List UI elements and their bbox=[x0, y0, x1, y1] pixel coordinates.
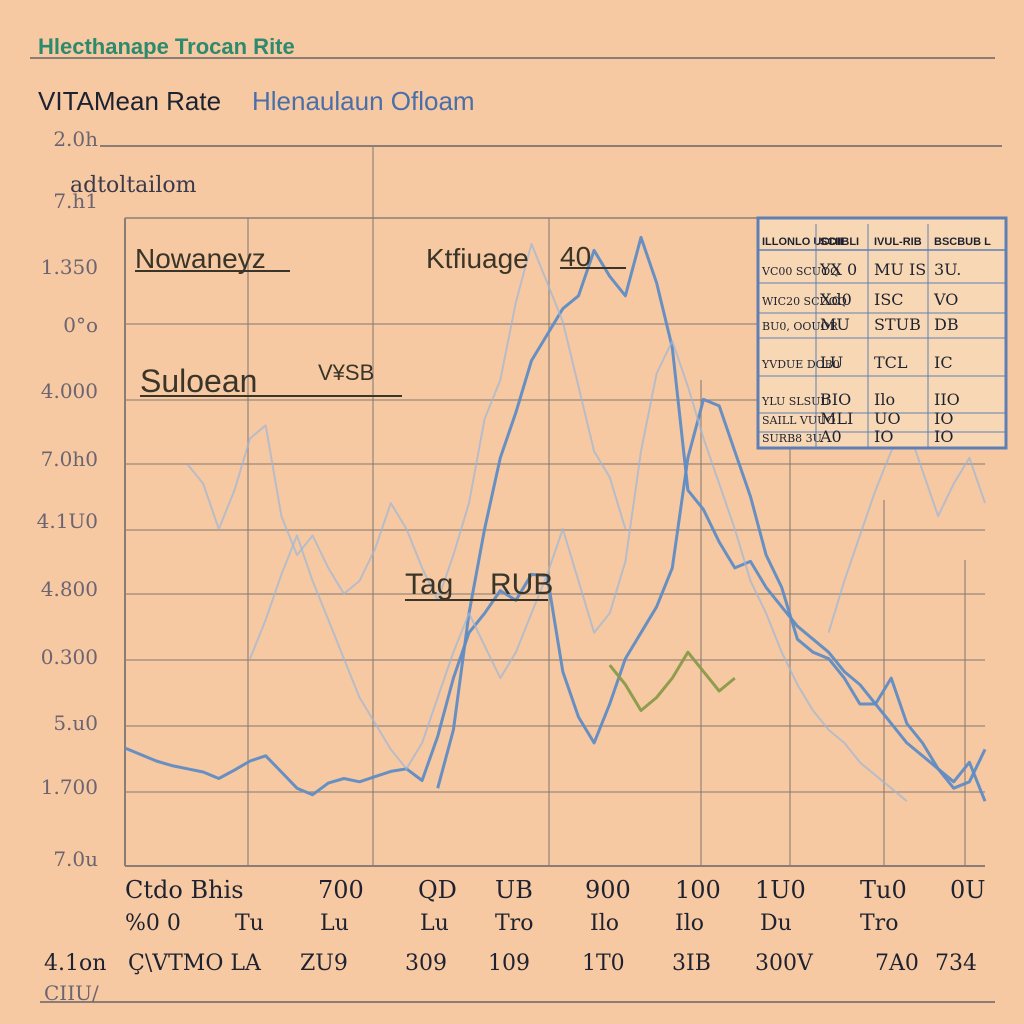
x-tick-label-row3: 3IB bbox=[672, 951, 711, 976]
y-tick-label: 7.h1 bbox=[53, 189, 98, 213]
series-line-2 bbox=[608, 650, 736, 712]
y-tick-label: 1.350 bbox=[41, 255, 98, 279]
legend-header: SCIIBLI bbox=[820, 236, 859, 248]
legend-cell: VO bbox=[933, 290, 958, 309]
x-tick-label-row1: QD bbox=[418, 876, 457, 904]
main-title: VITAMean Rate bbox=[38, 86, 221, 116]
legend-cell: WIC20 SCUOQ bbox=[762, 295, 847, 308]
y-tick-labels: 2.0h 7.h1 1.350 0°o 4.000 7.0h0 4.1U0 4.800 0.30… bbox=[37, 127, 99, 871]
legend-cell: IIO bbox=[934, 390, 960, 409]
x-tick-label-row2: Ilo bbox=[590, 911, 619, 936]
legend-cell: IC bbox=[934, 353, 953, 372]
x-tick-label-row2: Tu bbox=[235, 911, 264, 936]
legend-cell: Ilo bbox=[874, 390, 895, 409]
series-line-4 bbox=[249, 340, 908, 802]
annotation-top-left: adtoltailom bbox=[70, 173, 197, 198]
x-tick-labels: Ctdo Bhis 700 QD UB 900 100 1U0 Tu0 0U %0 0 Tu Lu Lu… bbox=[44, 876, 986, 976]
x-tick-label-row1: 700 bbox=[318, 876, 364, 904]
annotation-upper-right-label: Ktfiuage bbox=[426, 243, 529, 274]
legend-header: BSCBUB L bbox=[934, 236, 991, 248]
x-tick-label-row2: Lu bbox=[320, 911, 349, 936]
legend-header: IVUL-RIB bbox=[874, 236, 922, 248]
series-lines bbox=[124, 235, 987, 802]
annotation-center-label-a: Tag bbox=[405, 568, 453, 601]
x-tick-label-row3: 4.1on bbox=[44, 951, 106, 976]
x-tick-label-row3: ZU9 bbox=[300, 951, 348, 976]
x-tick-label-row1: 900 bbox=[585, 876, 631, 904]
legend-cell: YVDUE DOB0 bbox=[761, 358, 840, 371]
y-tick-label: 4.1U0 bbox=[37, 509, 98, 533]
legend-cell: MU IS bbox=[874, 260, 926, 279]
legend-cell: BU0, OOUOR bbox=[762, 320, 839, 333]
series-line-5 bbox=[827, 424, 986, 633]
top-title: Hlecthanape Trocan Rite bbox=[38, 34, 295, 59]
legend-cell: Xd0 bbox=[820, 290, 852, 309]
x-tick-label-row1: 0U bbox=[950, 876, 986, 904]
x-tick-label-row3: 734 bbox=[935, 951, 977, 976]
x-tick-label-row1: 1U0 bbox=[755, 876, 806, 904]
y-tick-label: 0°o bbox=[63, 313, 98, 337]
legend-cell: ISC bbox=[874, 290, 904, 309]
x-tick-label-row3: 7A0 bbox=[875, 951, 919, 976]
x-tick-label-row3: 309 bbox=[405, 951, 447, 976]
annotation-mid-label: Suloean bbox=[140, 363, 257, 399]
x-tick-label-row1: Tu0 bbox=[860, 876, 907, 904]
legend-cell: SURB8 3U bbox=[762, 432, 822, 445]
series-line-3 bbox=[186, 242, 627, 602]
x-tick-label-row2: Tro bbox=[495, 911, 533, 936]
legend-cell: YLU SLSUU bbox=[761, 395, 830, 408]
y-tick-label: 7.0h0 bbox=[41, 447, 98, 471]
annotation-mid-suffix: V¥SB bbox=[318, 360, 374, 385]
y-tick-label: 4.000 bbox=[41, 379, 98, 403]
x-tick-label-row1: UB bbox=[495, 876, 533, 904]
annotation-center-label-b: RUB bbox=[490, 568, 553, 601]
y-tick-label: 0.300 bbox=[41, 645, 98, 669]
x-tick-label-row3: 1T0 bbox=[582, 951, 625, 976]
y-tick-label: 7.0u bbox=[53, 847, 98, 871]
main-subtitle: Hlenaulaun Ofloam bbox=[252, 86, 475, 116]
series-line-1 bbox=[436, 235, 987, 802]
legend-cell: MU bbox=[820, 315, 850, 334]
x-tick-label-row1: Ctdo Bhis bbox=[125, 876, 244, 904]
annotation-upper-label: Nowaneyz bbox=[135, 243, 266, 274]
x-tick-label-row2: Ilo bbox=[675, 911, 704, 936]
legend-cell: DB bbox=[934, 315, 959, 334]
legend-cell: STUB bbox=[874, 315, 921, 334]
x-tick-label-row2: %0 0 bbox=[125, 911, 181, 936]
legend-cell: LU bbox=[820, 353, 843, 372]
annotation-upper-right-value: 40 bbox=[560, 241, 591, 272]
y-tick-label: 4.800 bbox=[41, 577, 98, 601]
y-tick-label: 2.0h bbox=[53, 127, 98, 151]
legend-cell: SAILL VUUO bbox=[762, 414, 835, 427]
legend-cell: UO bbox=[874, 409, 901, 428]
x-tick-label-row2: Lu bbox=[420, 911, 449, 936]
legend-cell: IO bbox=[874, 427, 893, 446]
x-tick-label-row3: 109 bbox=[488, 951, 530, 976]
x-tick-label-row1: 100 bbox=[675, 876, 721, 904]
y-tick-label: 5.u0 bbox=[53, 711, 98, 735]
legend-cell: A0 bbox=[819, 427, 842, 446]
x-tick-label-row2: Du bbox=[760, 911, 792, 936]
legend-cell: VC00 SCUOQ bbox=[761, 265, 839, 278]
legend-cell: BIO bbox=[820, 390, 851, 409]
series-line-0 bbox=[124, 397, 987, 797]
legend-header: ILLONLO UCDII bbox=[762, 236, 843, 248]
legend-cell: IO bbox=[934, 427, 953, 446]
legend-cell: MLI bbox=[820, 409, 853, 428]
legend-cell: IO bbox=[934, 409, 953, 428]
legend-cell: YX 0 bbox=[819, 260, 857, 279]
y-tick-label: 1.700 bbox=[41, 775, 98, 799]
legend-box bbox=[756, 216, 1008, 450]
x-tick-label-row3: Ç\VTMO LA bbox=[128, 951, 262, 976]
legend-cell: 3U. bbox=[934, 260, 961, 279]
legend-cell: TCL bbox=[874, 353, 908, 372]
x-tick-label-row2: Tro bbox=[860, 911, 898, 936]
grid bbox=[125, 146, 985, 866]
x-tick-label-row3: 300V bbox=[755, 951, 814, 976]
x-footer-label: CIIU/ bbox=[44, 981, 99, 1005]
